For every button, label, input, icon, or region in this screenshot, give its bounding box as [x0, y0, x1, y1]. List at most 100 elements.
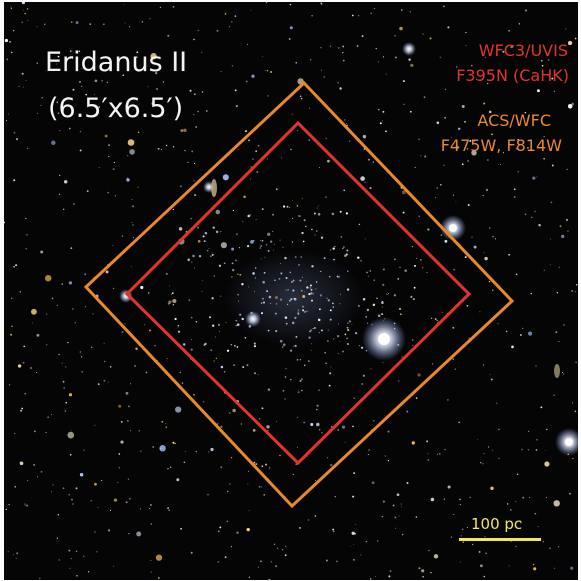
star	[247, 483, 249, 485]
star	[140, 285, 144, 290]
star	[253, 461, 256, 464]
star	[403, 103, 405, 106]
star	[69, 567, 71, 569]
star	[284, 316, 288, 319]
star	[151, 102, 155, 106]
star	[302, 240, 305, 243]
star	[309, 287, 312, 289]
star	[572, 457, 574, 460]
star	[280, 263, 281, 264]
star	[180, 527, 182, 530]
star	[273, 543, 276, 546]
star	[236, 105, 238, 107]
star	[79, 81, 81, 83]
star	[168, 509, 170, 511]
star	[141, 21, 144, 23]
star	[6, 58, 9, 61]
star	[61, 283, 63, 285]
star	[344, 119, 346, 121]
star	[255, 150, 258, 153]
star	[157, 147, 160, 150]
star	[167, 302, 170, 305]
star	[551, 77, 554, 80]
star	[72, 88, 75, 91]
star	[309, 107, 311, 109]
star	[377, 61, 379, 63]
star	[215, 336, 217, 338]
star	[103, 23, 105, 26]
star	[426, 440, 429, 443]
star	[242, 221, 244, 223]
star	[557, 546, 560, 548]
star	[563, 324, 565, 326]
star	[289, 26, 293, 30]
star	[469, 496, 471, 499]
star	[270, 561, 272, 563]
star	[269, 302, 272, 304]
star	[167, 467, 169, 470]
star	[26, 8, 29, 10]
star	[231, 276, 233, 278]
star	[399, 266, 401, 268]
star	[565, 28, 567, 30]
star	[232, 408, 236, 413]
field-of-view-label: (6.5′x6.5′)	[48, 93, 184, 124]
star	[236, 346, 239, 348]
star	[194, 267, 196, 269]
star	[67, 341, 69, 344]
star	[344, 441, 346, 443]
star	[467, 160, 469, 162]
star	[404, 269, 407, 272]
star	[295, 335, 298, 338]
star	[436, 121, 440, 125]
star	[476, 78, 478, 80]
star	[354, 331, 358, 335]
star	[325, 559, 328, 562]
star	[205, 110, 208, 112]
star	[387, 459, 390, 462]
star	[211, 253, 214, 256]
star	[14, 432, 16, 434]
star	[288, 299, 291, 302]
star	[439, 56, 441, 58]
star	[259, 247, 262, 249]
star	[253, 342, 256, 345]
star	[220, 295, 222, 297]
star	[113, 161, 115, 164]
star	[34, 430, 36, 433]
star	[36, 476, 39, 478]
star	[469, 140, 472, 142]
star	[388, 293, 389, 294]
star	[237, 273, 239, 276]
star	[345, 253, 348, 256]
star	[235, 325, 237, 327]
star	[129, 498, 131, 500]
star	[224, 556, 227, 559]
star	[418, 138, 420, 141]
star	[226, 349, 230, 352]
star	[223, 262, 226, 265]
star	[161, 420, 164, 423]
star	[294, 344, 297, 348]
star	[379, 122, 382, 125]
star	[468, 337, 470, 339]
star	[361, 383, 363, 385]
star	[236, 323, 240, 327]
star	[541, 64, 544, 67]
star	[127, 139, 135, 146]
star	[468, 348, 470, 350]
star	[197, 226, 200, 229]
star	[310, 299, 314, 302]
star	[568, 43, 570, 46]
star	[150, 53, 157, 60]
star	[291, 321, 295, 325]
star	[136, 531, 142, 537]
star	[309, 59, 312, 61]
star	[466, 304, 469, 307]
star	[254, 277, 256, 279]
star	[307, 519, 310, 521]
star	[281, 548, 284, 551]
star	[341, 425, 346, 429]
star	[283, 205, 286, 208]
star	[375, 576, 377, 578]
